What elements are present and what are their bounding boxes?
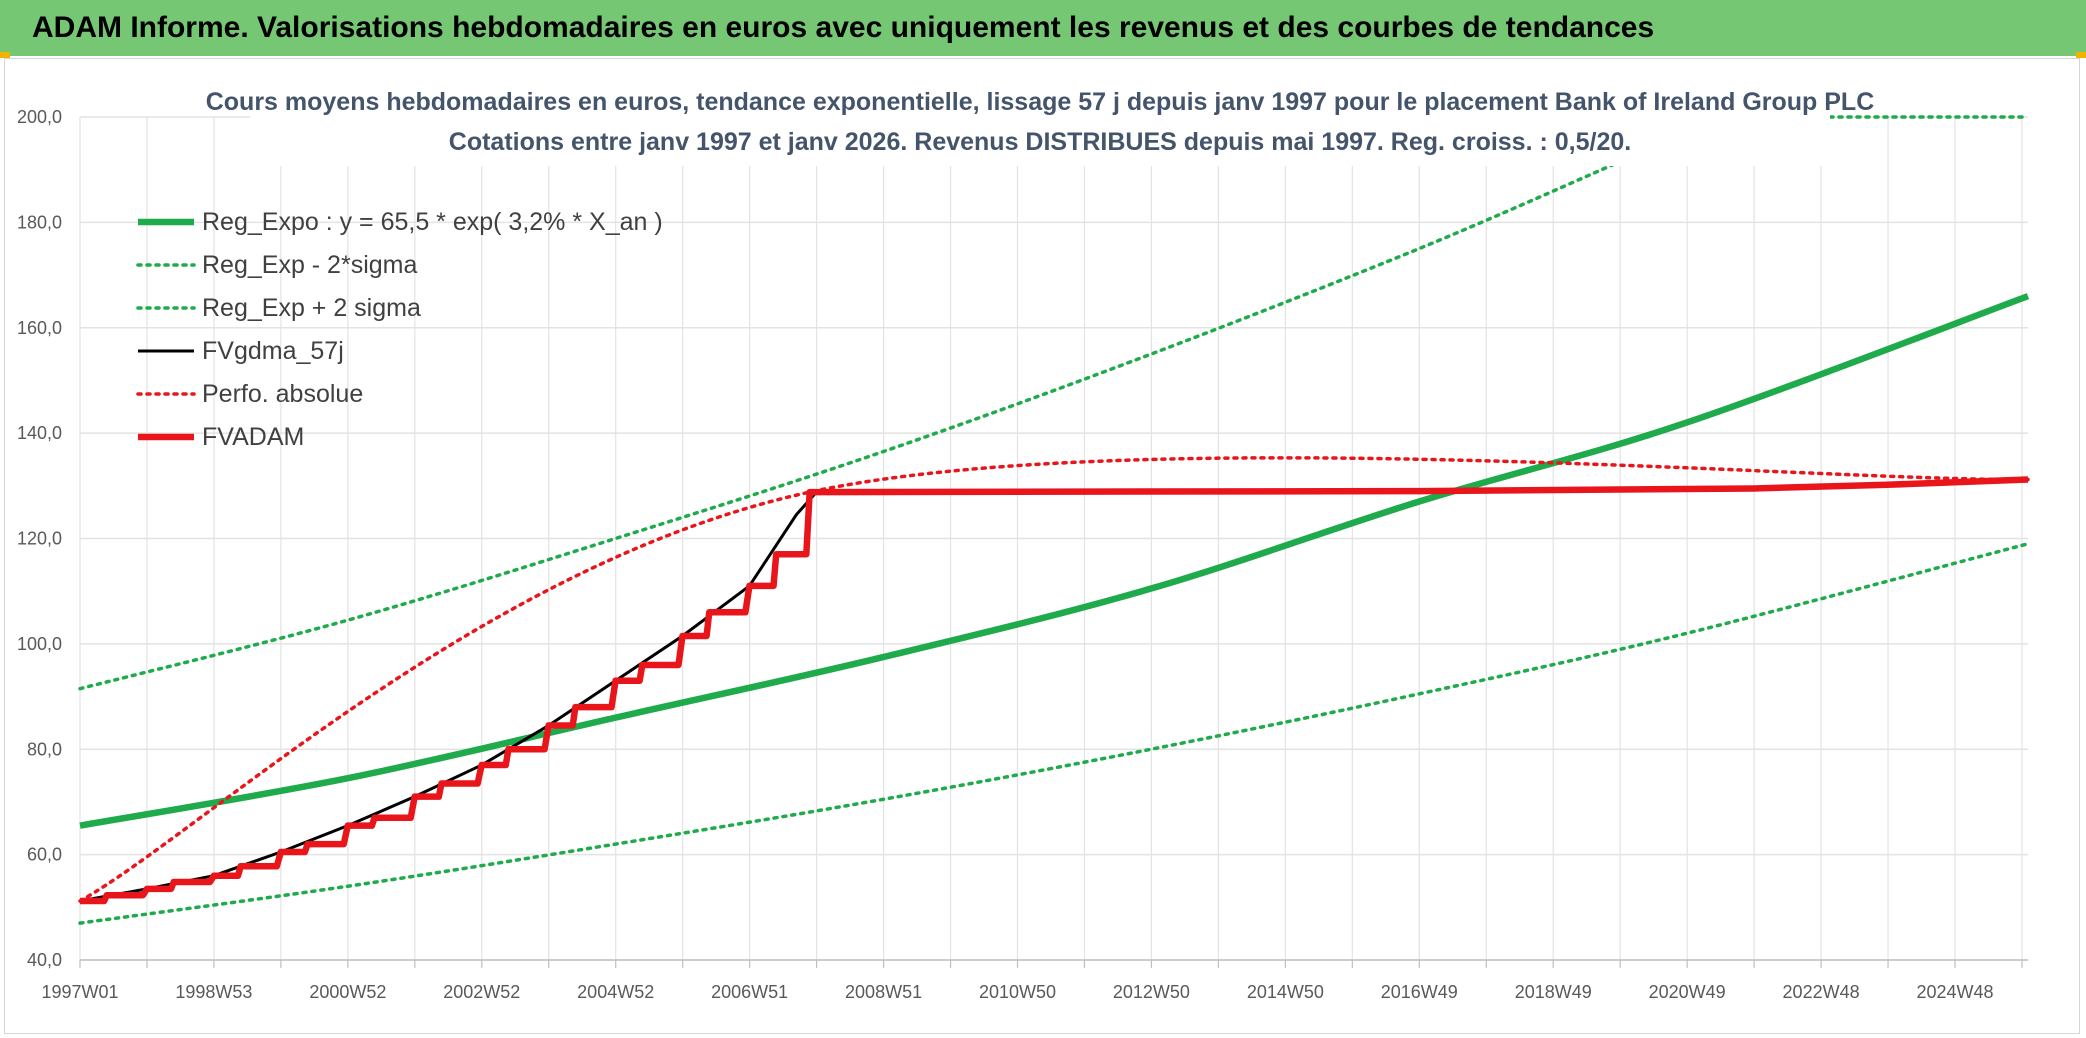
legend-label: FVADAM — [202, 423, 304, 451]
x-tick-label: 1998W53 — [175, 982, 252, 1002]
x-tick-label: 2006W51 — [711, 982, 788, 1002]
x-tick-label: 2000W52 — [309, 982, 386, 1002]
grid-lines — [79, 116, 2028, 968]
x-tick-label: 2014W50 — [1247, 982, 1324, 1002]
x-tick-label: 2010W50 — [979, 982, 1056, 1002]
banner-bar — [0, 0, 2086, 56]
legend-label: Perfo. absolue — [202, 380, 363, 408]
legend-label: FVgdma_57j — [202, 337, 344, 365]
x-tick-label: 2016W49 — [1381, 982, 1458, 1002]
series-line-0 — [79, 293, 2030, 829]
y-tick-label: 100,0 — [17, 634, 62, 654]
y-tick-label: 120,0 — [17, 529, 62, 549]
corner-mark — [0, 52, 10, 58]
legend: Reg_Expo : y = 65,5 * exp( 3,2% * X_an )… — [136, 208, 663, 451]
y-tick-label: 160,0 — [17, 318, 62, 338]
y-tick-label: 60,0 — [27, 845, 62, 865]
series-line-5 — [80, 476, 2029, 905]
series-line-1 — [78, 542, 2030, 925]
series-line-2 — [78, 160, 1622, 691]
legend-label: Reg_Exp + 2 sigma — [202, 294, 421, 322]
y-axis-ticks: 40,0 60,0 80,0 100,0 120,0 140,0 160,0 180,0 200… — [17, 107, 62, 970]
x-tick-label: 2004W52 — [577, 982, 654, 1002]
x-tick-label: 2022W48 — [1783, 982, 1860, 1002]
series-lines — [78, 115, 2030, 925]
y-tick-label: 40,0 — [27, 950, 62, 970]
y-tick-label: 180,0 — [17, 212, 62, 232]
y-tick-label: 140,0 — [17, 423, 62, 443]
corner-mark — [2076, 52, 2086, 58]
legend-label: Reg_Exp - 2*sigma — [202, 251, 417, 279]
legend-label: Reg_Expo : y = 65,5 * exp( 3,2% * X_an ) — [202, 208, 663, 236]
x-tick-label: 2008W51 — [845, 982, 922, 1002]
x-tick-label: 2024W48 — [1916, 982, 1993, 1002]
chart-frame — [4, 58, 2080, 1034]
report-title: ADAM Informe. Valorisations hebdomadaire… — [32, 11, 1655, 44]
x-tick-label: 2020W49 — [1649, 982, 1726, 1002]
title-background — [250, 82, 1830, 166]
x-tick-label: 2002W52 — [443, 982, 520, 1002]
series-line-4 — [78, 456, 2030, 903]
series-line-3 — [79, 477, 2029, 903]
chart-title: Cours moyens hebdomadaires en euros, ten… — [206, 88, 1875, 116]
y-tick-label: 80,0 — [27, 739, 62, 759]
chart-subtitle: Cotations entre janv 1997 et janv 2026. … — [449, 128, 1631, 156]
x-tick-label: 2012W50 — [1113, 982, 1190, 1002]
x-tick-label: 2018W49 — [1515, 982, 1592, 1002]
x-tick-label: 1997W01 — [41, 982, 118, 1002]
x-axis-ticks: 1997W01 1998W53 2000W52 2002W52 2004W52 2006W… — [41, 982, 1993, 1002]
y-tick-label: 200,0 — [17, 107, 62, 127]
